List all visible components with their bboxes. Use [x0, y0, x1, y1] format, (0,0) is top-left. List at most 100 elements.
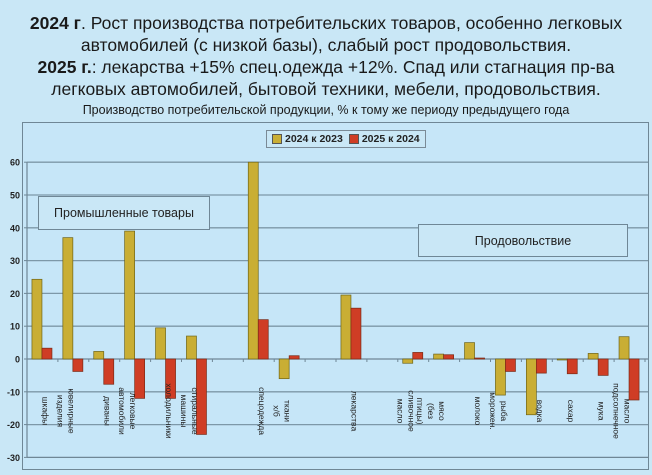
header-line-1: 2024 г. Рост производства потребительски…: [0, 12, 652, 34]
y-tick-label: 60: [10, 158, 20, 168]
svg-text:водка: водка: [535, 400, 545, 423]
svg-text:холодильники: холодильники: [164, 383, 174, 439]
bar-2025: [412, 352, 424, 360]
chart-legend: 2024 к 2023 2025 к 2024: [266, 130, 426, 148]
category-label: диваны: [102, 396, 112, 426]
svg-text:х/б: х/б: [272, 405, 282, 417]
y-tick-label: -10: [7, 387, 20, 397]
bar-2025: [597, 358, 609, 376]
category-label: сахар: [566, 400, 576, 423]
category-label: лекарства: [349, 391, 359, 432]
svg-text:мясо: мясо: [437, 401, 447, 421]
bar-2024: [93, 351, 105, 360]
bar-2025: [535, 358, 547, 374]
svg-text:изделия: изделия: [55, 395, 65, 428]
bar-2025: [72, 358, 84, 372]
food-annotation: Продовольствие: [418, 224, 628, 257]
bar-2025: [196, 358, 207, 435]
bar-2024: [587, 353, 599, 360]
category-label: молоко: [473, 397, 483, 426]
svg-text:спецодежда: спецодежда: [257, 387, 267, 435]
category-label: водка: [535, 400, 545, 423]
svg-text:ткани: ткани: [283, 400, 293, 422]
legend-swatch-2024: [272, 134, 282, 145]
svg-text:масло: масло: [623, 399, 633, 424]
bar-2025: [134, 358, 145, 399]
bar-2024: [247, 161, 259, 360]
svg-text:масло: масло: [395, 399, 405, 424]
bar-2025: [165, 358, 176, 399]
header-line-3: 2025 г.: лекарства +15% спец.одежда +12%…: [0, 56, 652, 78]
svg-text:сахар: сахар: [566, 400, 576, 423]
legend-item-2024: 2024 к 2023: [272, 133, 343, 145]
bar-2024: [62, 237, 74, 360]
year-2024-label: 2024 г: [29, 13, 81, 33]
y-tick-label: 0: [15, 355, 20, 365]
bar-2024: [340, 294, 352, 360]
industrial-goods-annotation: Промышленные товары: [38, 196, 210, 230]
bar-2025: [566, 358, 578, 375]
year-2025-label: 2025 г.: [37, 57, 92, 77]
header-line-1-text: . Рост производства потребительских това…: [80, 13, 623, 33]
bar-2024: [278, 358, 290, 380]
legend-item-2025: 2025 к 2024: [348, 133, 420, 145]
bar-2025: [628, 358, 640, 401]
legend-label-2024: 2024 к 2023: [285, 133, 343, 145]
svg-text:ювелирные: ювелирные: [66, 388, 76, 433]
svg-text:молоко: молоко: [473, 397, 483, 426]
svg-text:морожен.: морожен.: [488, 392, 498, 429]
chart-subtitle: Производство потребительской продукции, …: [82, 103, 570, 117]
bar-2025: [257, 319, 269, 360]
header-line-2: автомобилей (с низкой базы), слабый рост…: [80, 35, 572, 55]
svg-text:(без: (без: [426, 403, 436, 419]
category-label: спецодежда: [257, 387, 267, 435]
svg-text:машины: машины: [179, 395, 189, 428]
svg-text:мука: мука: [597, 402, 607, 421]
category-label: мука: [597, 402, 607, 421]
bar-2025: [41, 347, 53, 360]
y-tick-label: -30: [7, 453, 20, 463]
svg-text:птицы): птицы): [415, 397, 425, 424]
bar-2025: [474, 357, 485, 360]
bar-2024: [495, 358, 506, 396]
svg-text:шкафы: шкафы: [40, 397, 50, 426]
bar-2024: [124, 230, 136, 360]
svg-text:диваны: диваны: [102, 396, 112, 426]
bar-2024: [556, 358, 568, 361]
legend-swatch-2025: [348, 134, 359, 145]
category-label: холодильники: [164, 383, 174, 439]
y-tick-label: 10: [10, 322, 20, 332]
svg-text:сливочное: сливочное: [406, 390, 416, 432]
bar-2025: [505, 358, 516, 372]
y-tick-label: 40: [10, 223, 20, 233]
header-line-4: легковых автомобилей, бытовой техники, м…: [51, 79, 601, 99]
svg-text:легковые: легковые: [128, 393, 138, 430]
svg-text:подсолнечное: подсолнечное: [612, 383, 622, 439]
header: 2024 г. Рост производства потребительски…: [0, 12, 652, 119]
bar-2025: [350, 307, 362, 360]
category-label: шкафы: [40, 397, 50, 426]
bar-2024: [31, 278, 43, 360]
bar-2024: [402, 358, 414, 364]
bar-2024: [618, 336, 630, 360]
bar-2024: [433, 353, 444, 360]
bar-2025: [103, 358, 115, 385]
bar-2024: [525, 358, 537, 416]
svg-text:лекарства: лекарства: [349, 391, 359, 432]
bar-2024: [155, 327, 166, 360]
bar-2025: [443, 354, 454, 360]
bar-2024: [464, 342, 475, 360]
svg-text:автомобили: автомобили: [117, 387, 127, 435]
svg-text:рыба: рыба: [499, 401, 509, 422]
legend-label-2025: 2025 к 2024: [361, 133, 420, 145]
bar-2025: [288, 355, 300, 360]
y-tick-label: 30: [10, 256, 20, 266]
